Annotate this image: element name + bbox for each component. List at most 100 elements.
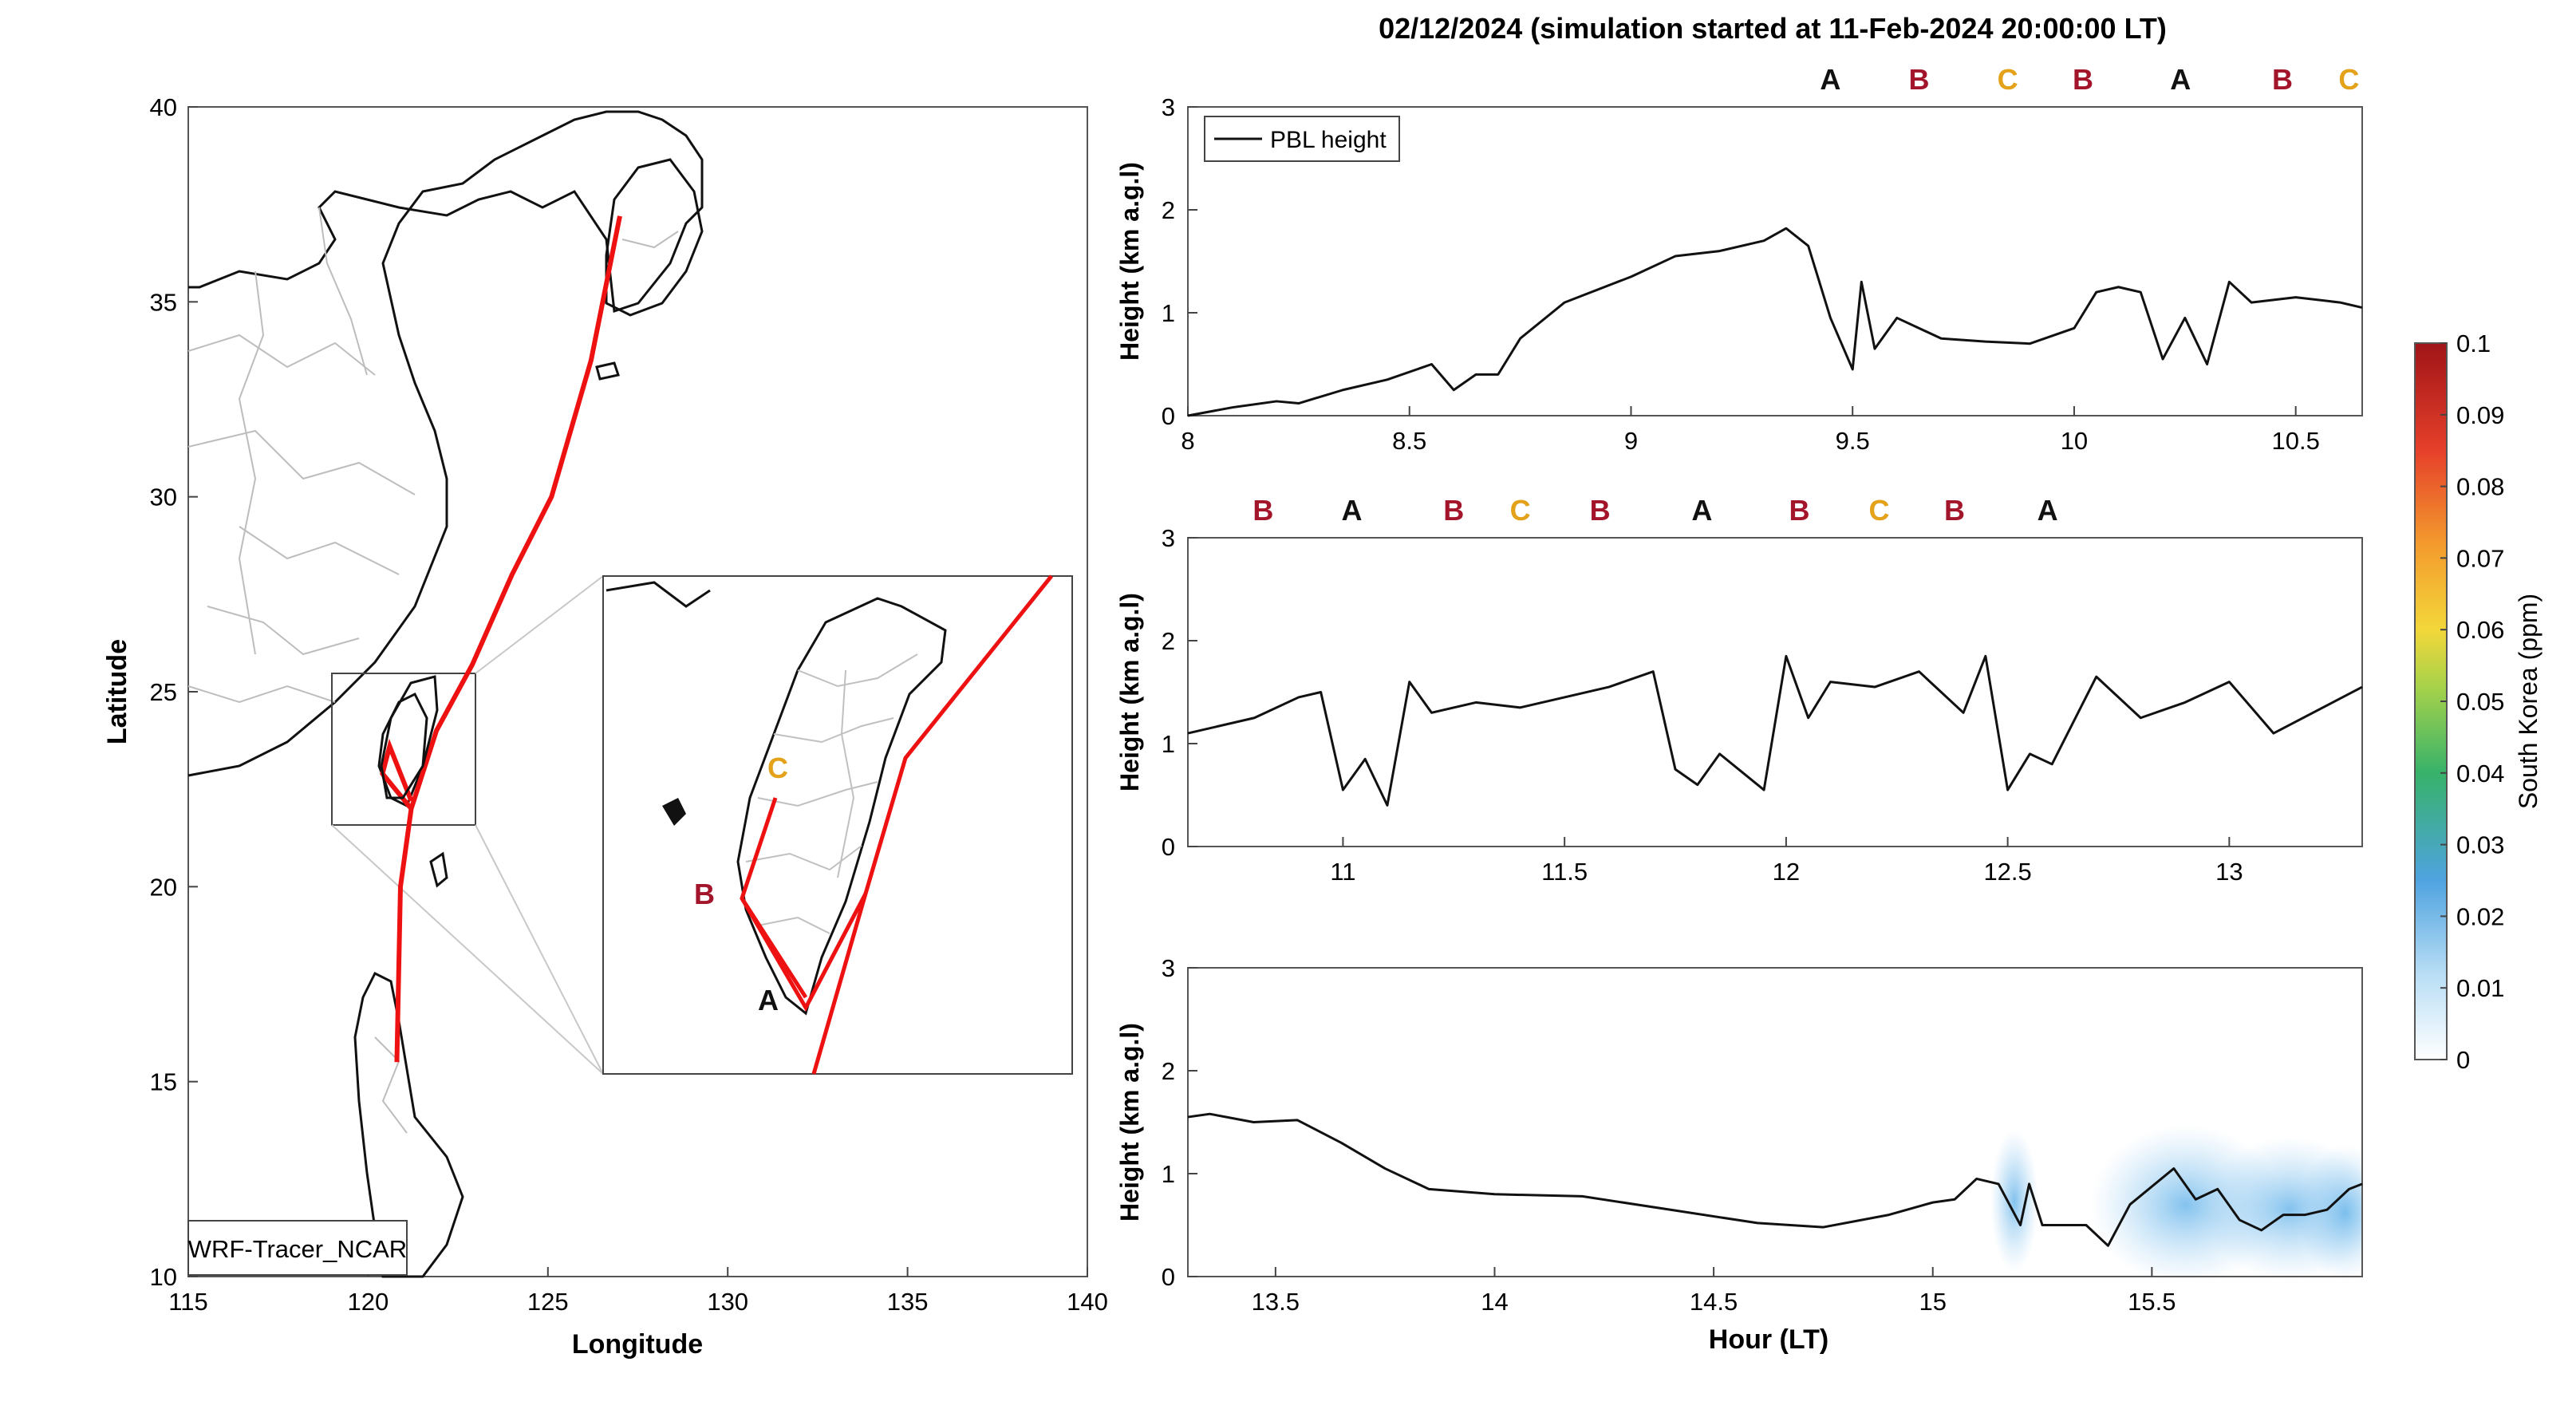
- colorbar-tick-label: 0.01: [2456, 974, 2504, 1002]
- pbl-ytick-label: 3: [1162, 93, 1175, 121]
- pbl-xlabel: Hour (LT): [1709, 1324, 1828, 1355]
- map-yticks: 10 15 20 25 30 35 40: [150, 93, 198, 1291]
- pbl-panel-3: 13.5 14 14.5 15 15.5 0 1 2 3 Height (km a.g.l): [1115, 954, 2363, 1316]
- pbl-ytick-label: 0: [1162, 402, 1175, 430]
- inset-coast-fragment: [606, 581, 711, 608]
- inset-taiwan-outline: [736, 597, 947, 1016]
- pbl-xtick-label: 13.5: [1252, 1288, 1300, 1316]
- pbl-axes-frame: [1187, 106, 2363, 416]
- inset-connectors: [331, 575, 604, 1075]
- map-xlabel: Longitude: [572, 1329, 703, 1360]
- segment-label: A: [1342, 494, 1363, 527]
- map-ytick-label: 15: [150, 1068, 177, 1096]
- pbl-ytick-label: 1: [1162, 299, 1175, 327]
- segment-label: C: [1998, 63, 2018, 96]
- tracer-patch-4: [2298, 1145, 2362, 1279]
- inset-track-branch: [740, 897, 808, 999]
- map-ylabel: Latitude: [102, 639, 132, 744]
- segment-label: B: [1252, 494, 1273, 527]
- legend-label: PBL height: [1270, 127, 1387, 153]
- pbl-xtick-label: 9: [1624, 427, 1638, 455]
- pbl-xtick-label: 14: [1481, 1288, 1508, 1316]
- map-ytick-label: 20: [150, 873, 177, 901]
- inset-track-group: [740, 574, 1053, 1075]
- pbl-xtick-label: 10.5: [2272, 427, 2320, 455]
- colorbar-tick-label: 0.08: [2456, 473, 2504, 501]
- pbl-axes-frame: [1187, 967, 2363, 1277]
- pbl-xtick-label: 15: [1919, 1288, 1946, 1316]
- colorbar-tick-label: 0.06: [2456, 616, 2504, 644]
- segment-label: B: [1944, 494, 1965, 527]
- pbl-axes-frame: [1187, 537, 2363, 847]
- colorbar-tick-label: 0.05: [2456, 688, 2504, 716]
- pbl-xtick-label: 12: [1773, 858, 1800, 886]
- colorbar: 0 0.01 0.02 0.03 0.04 0.05 0.06 0.07 0.08 0.09 0.1…: [2414, 330, 2542, 1074]
- map-track-group: [380, 215, 622, 1063]
- pbl-xtick-label: 13: [2215, 858, 2243, 886]
- pbl-height-line: [1187, 227, 2363, 417]
- segment-label: C: [1869, 494, 1890, 527]
- pbl-ytick-label: 1: [1162, 730, 1175, 758]
- pbl-xtick-label: 12.5: [1983, 858, 2031, 886]
- pbl-xtick-label: 15.5: [2128, 1288, 2176, 1316]
- map-xtick-label: 125: [527, 1288, 569, 1316]
- pbl-ytick-label: 0: [1162, 1263, 1175, 1291]
- pbl-ytick-label: 1: [1162, 1160, 1175, 1188]
- pbl-ytick-label: 3: [1162, 524, 1175, 552]
- pbl-panel-1: 8 8.5 9 9.5 10 10.5 0 1 2 3 Height (km a.g.l) A B C B A…: [1115, 63, 2363, 455]
- map-xticks: 115 120 125 130 135 140: [168, 1267, 1108, 1316]
- pbl-xtick-label: 8: [1181, 427, 1194, 455]
- pbl-ytick-label: 2: [1162, 1057, 1175, 1085]
- pbl-ytick-label: 0: [1162, 833, 1175, 861]
- map-ytick-label: 35: [150, 288, 177, 316]
- colorbar-tick-label: 0.03: [2456, 831, 2504, 859]
- map-xtick-label: 130: [707, 1288, 748, 1316]
- model-label-box: [187, 1220, 408, 1276]
- tracer-shading: [1990, 1125, 2362, 1279]
- colorbar-label: South Korea (ppm): [2514, 594, 2542, 809]
- pbl-xtick-label: 14.5: [1690, 1288, 1738, 1316]
- pbl-xtick-label: 8.5: [1392, 427, 1426, 455]
- inset-label-b: B: [694, 878, 715, 910]
- tracer-patch-1: [1990, 1129, 2038, 1273]
- segment-label: C: [1510, 494, 1531, 527]
- map-taiwan-outline: [380, 675, 439, 799]
- map-track-line: [394, 215, 622, 1063]
- colorbar-tick-label: 0: [2456, 1046, 2470, 1074]
- figure-title: 02/12/2024 (simulation started at 11-Feb…: [1379, 12, 2167, 45]
- segment-label: B: [1909, 63, 1930, 96]
- inset-borders: [745, 653, 918, 934]
- inset-label-a: A: [758, 984, 779, 1016]
- inset-label-c: C: [767, 752, 788, 784]
- inset-island: [662, 798, 686, 826]
- map-ytick-label: 30: [150, 483, 177, 511]
- colorbar-tick-label: 0.02: [2456, 902, 2504, 930]
- colorbar-tick-label: 0.09: [2456, 401, 2504, 429]
- colorbar-ticks: 0 0.01 0.02 0.03 0.04 0.05 0.06 0.07 0.08 0.09 0.1: [2440, 330, 2504, 1074]
- pbl-ylabel: Height (km a.g.l): [1115, 162, 1144, 361]
- map-ytick-label: 10: [150, 1263, 177, 1291]
- pbl-ytick-label: 2: [1162, 196, 1175, 224]
- pbl-xtick-label: 10: [2061, 427, 2088, 455]
- segment-label: B: [1443, 494, 1464, 527]
- map-xtick-label: 140: [1067, 1288, 1108, 1316]
- segment-label: B: [2272, 63, 2293, 96]
- model-label: WRF-Tracer_NCAR: [188, 1235, 407, 1263]
- segment-label: C: [2338, 63, 2359, 96]
- pbl-ylabel: Height (km a.g.l): [1115, 593, 1144, 791]
- segment-label: A: [2170, 63, 2191, 96]
- map-xtick-label: 135: [887, 1288, 929, 1316]
- colorbar-gradient: [2414, 342, 2448, 1060]
- pbl-height-line: [1187, 654, 2363, 807]
- map-ytick-label: 40: [150, 93, 177, 121]
- legend: PBL height: [1204, 116, 1400, 162]
- inset-region-box: [331, 673, 476, 826]
- segment-label: B: [2073, 63, 2093, 96]
- pbl-xtick-label: 11.5: [1541, 858, 1588, 886]
- segment-label: B: [1590, 494, 1611, 527]
- pbl-ylabel: Height (km a.g.l): [1115, 1023, 1144, 1222]
- map-xtick-label: 115: [168, 1288, 207, 1316]
- inset-track-path: [811, 574, 1053, 1075]
